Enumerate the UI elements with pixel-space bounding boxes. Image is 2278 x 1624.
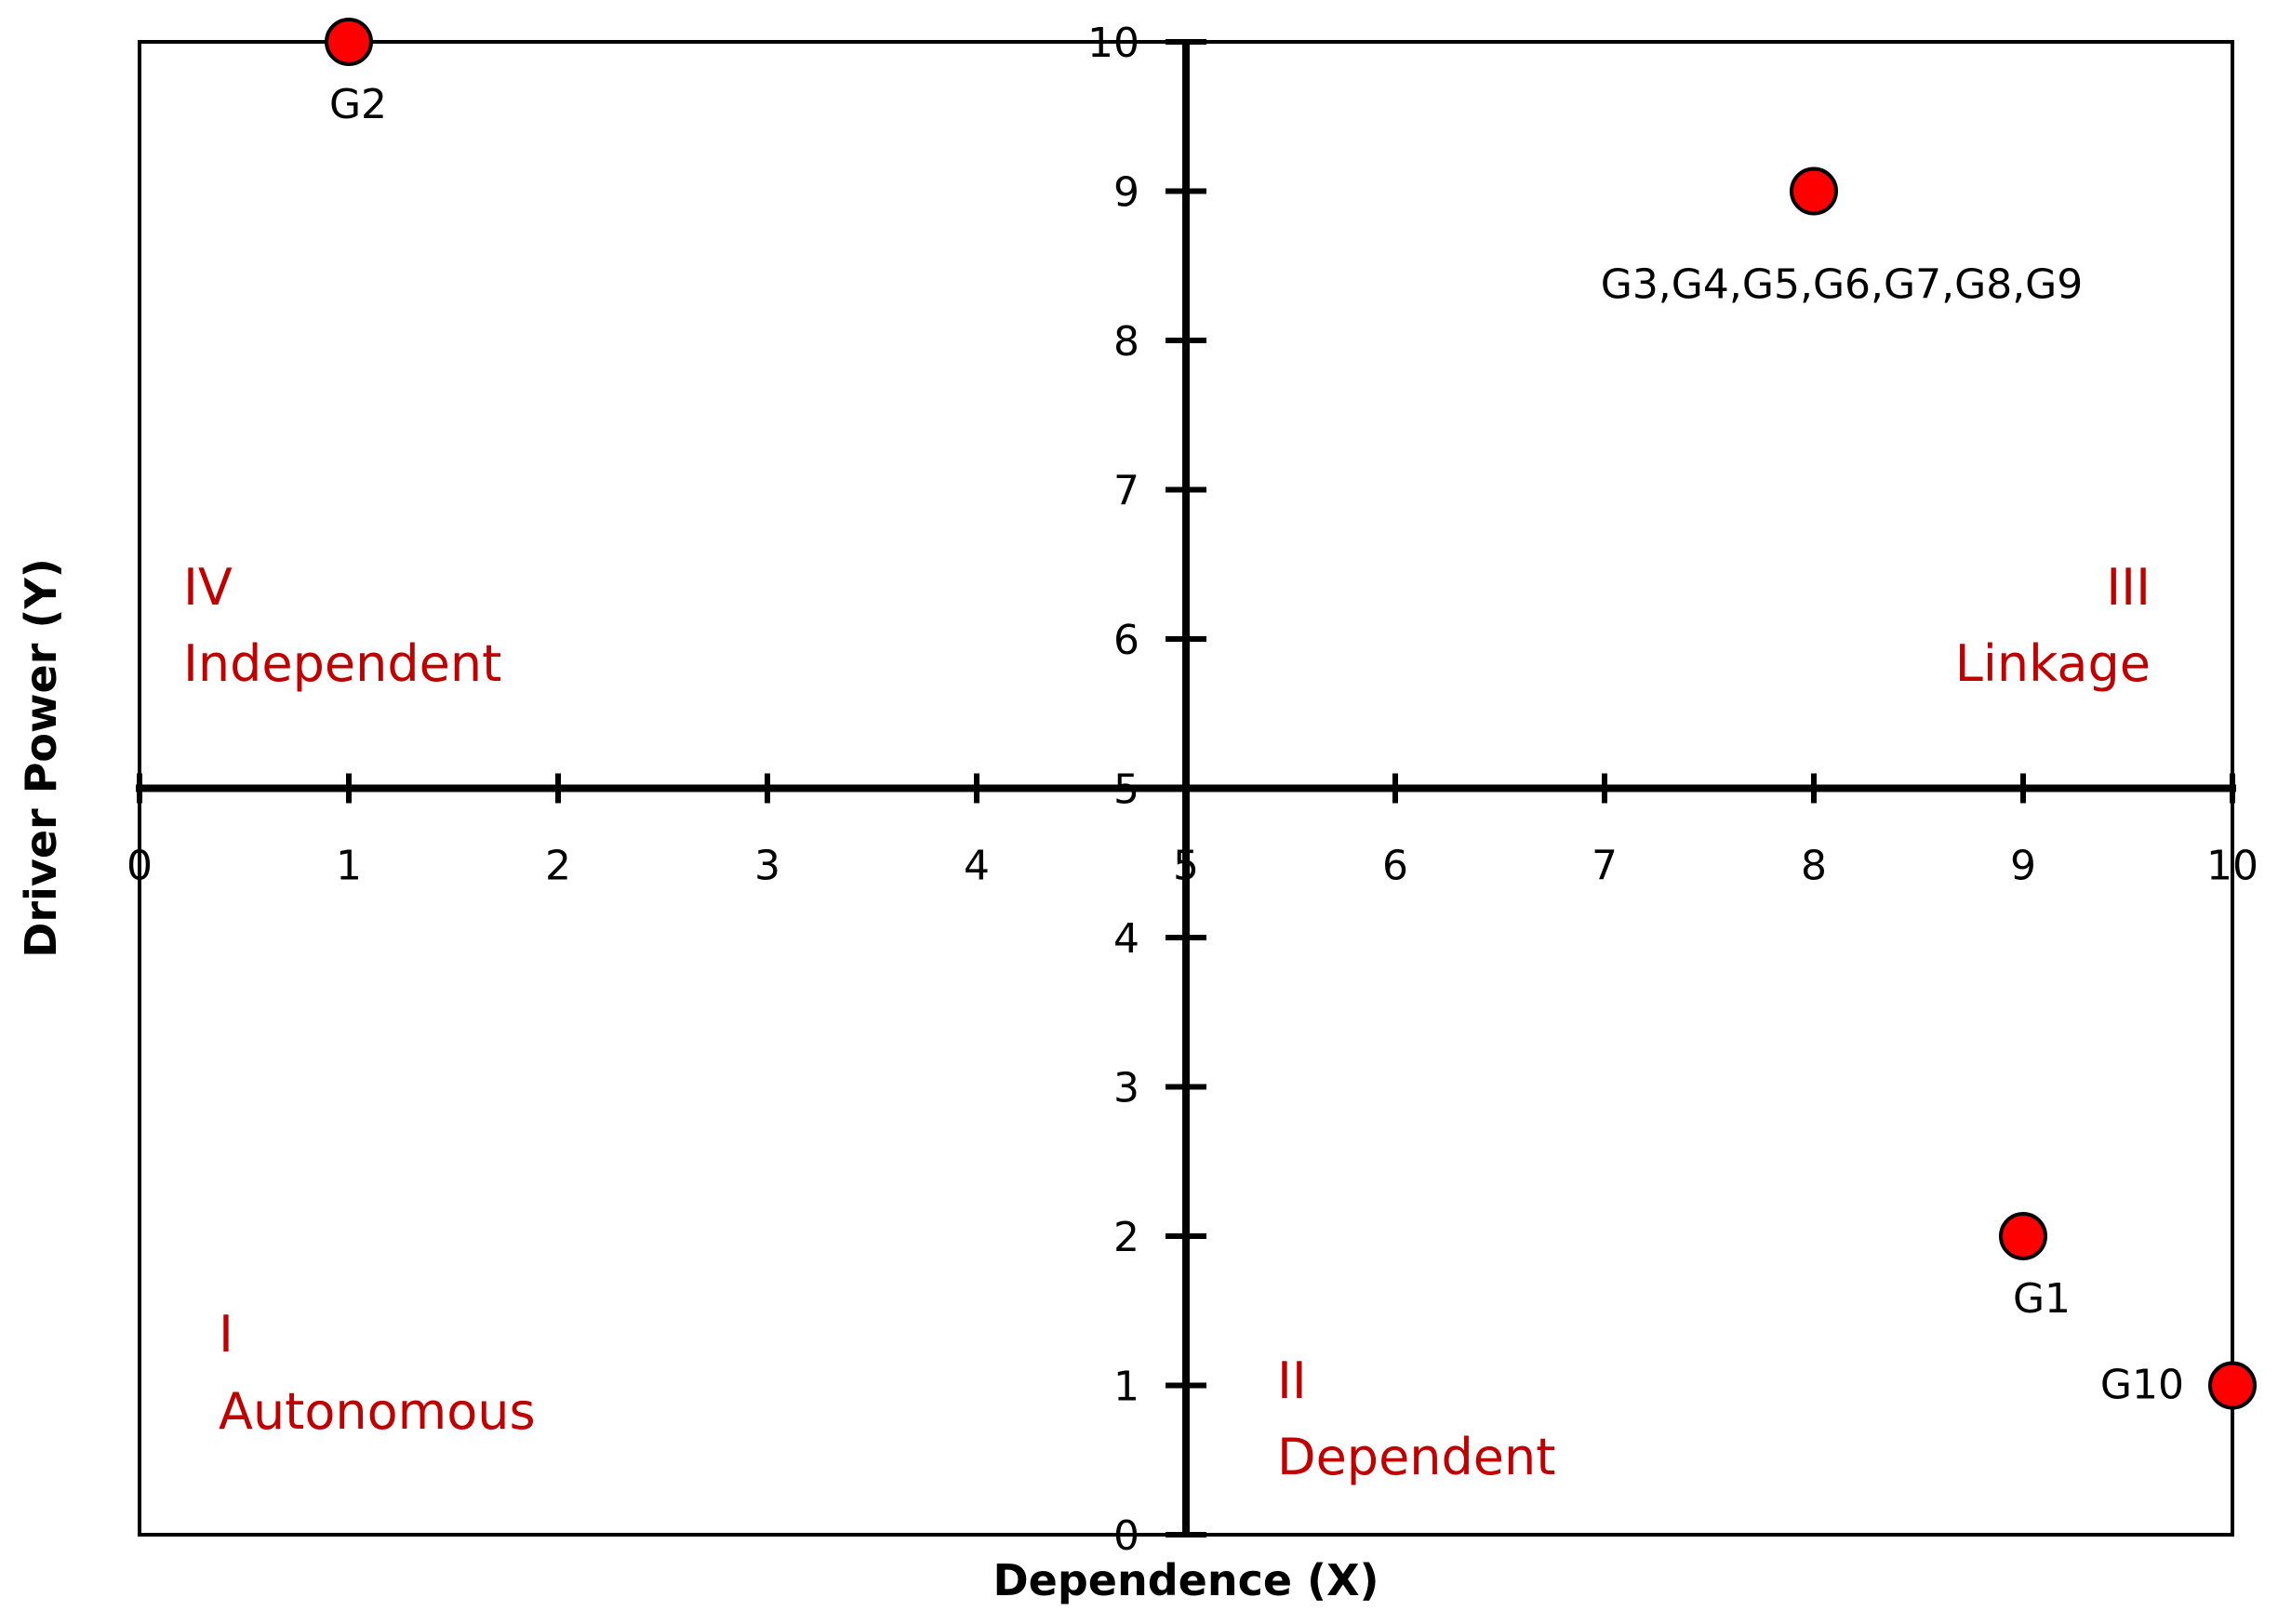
data-point xyxy=(325,18,373,66)
y-tick-label: 8 xyxy=(1113,318,1139,366)
x-tick-label: 3 xyxy=(754,843,780,890)
y-tick-label: 5 xyxy=(1113,766,1139,814)
y-tick-label: 10 xyxy=(1087,20,1139,67)
x-tick-label: 8 xyxy=(1801,843,1827,890)
quadrant-iii-numeral: III xyxy=(2106,558,2151,617)
x-tick-label: 2 xyxy=(545,843,571,890)
y-tick-label: 0 xyxy=(1113,1512,1139,1560)
y-tick-label: 3 xyxy=(1113,1065,1139,1112)
quadrant-iv-numeral: IV xyxy=(183,558,233,617)
y-tick-label: 1 xyxy=(1113,1364,1139,1411)
data-point-label: G3,G4,G5,G6,G7,G8,G9 xyxy=(1601,261,2084,309)
x-tick-label: 10 xyxy=(2206,843,2258,890)
quadrant-labels: IV Independent III Linkage I Autonomous … xyxy=(183,558,2151,1486)
axes xyxy=(136,39,2236,1537)
x-tick-label: 0 xyxy=(127,843,153,890)
data-point xyxy=(1790,166,1838,216)
x-tick-label: 9 xyxy=(2010,843,2036,890)
x-tick-label: 4 xyxy=(964,843,990,890)
data-point-label: G10 xyxy=(2100,1362,2184,1409)
x-tick-label: 1 xyxy=(336,843,362,890)
x-tick-label: 5 xyxy=(1173,843,1199,890)
y-tick-label: 2 xyxy=(1113,1214,1139,1261)
x-tick-label: 6 xyxy=(1382,843,1408,890)
x-tick-label: 7 xyxy=(1592,843,1618,890)
data-point xyxy=(2208,1361,2257,1410)
quadrant-iii-name: Linkage xyxy=(1955,634,2151,693)
quadrant-i-name: Autonomous xyxy=(219,1382,536,1441)
y-tick-label: 6 xyxy=(1113,617,1139,664)
y-tick-label: 9 xyxy=(1113,169,1139,217)
y-tick-label: 4 xyxy=(1113,915,1139,963)
y-tick-label: 7 xyxy=(1113,468,1139,515)
quadrant-i-numeral: I xyxy=(219,1305,233,1364)
data-point-label: G2 xyxy=(329,81,387,128)
quadrant-ii-name: Dependent xyxy=(1277,1428,1555,1486)
quadrant-iv-name: Independent xyxy=(183,634,501,693)
quadrant-ii-numeral: II xyxy=(1277,1351,1307,1410)
x-axis-title: Dependence (X) xyxy=(992,1555,1379,1605)
data-point-label: G1 xyxy=(2013,1275,2071,1323)
y-axis-title: Driver Power (Y) xyxy=(16,558,66,958)
data-points: G2 G3,G4,G5,G6,G7,G8,G9 G1 G10 xyxy=(325,18,2257,1410)
data-point xyxy=(1999,1212,2047,1260)
